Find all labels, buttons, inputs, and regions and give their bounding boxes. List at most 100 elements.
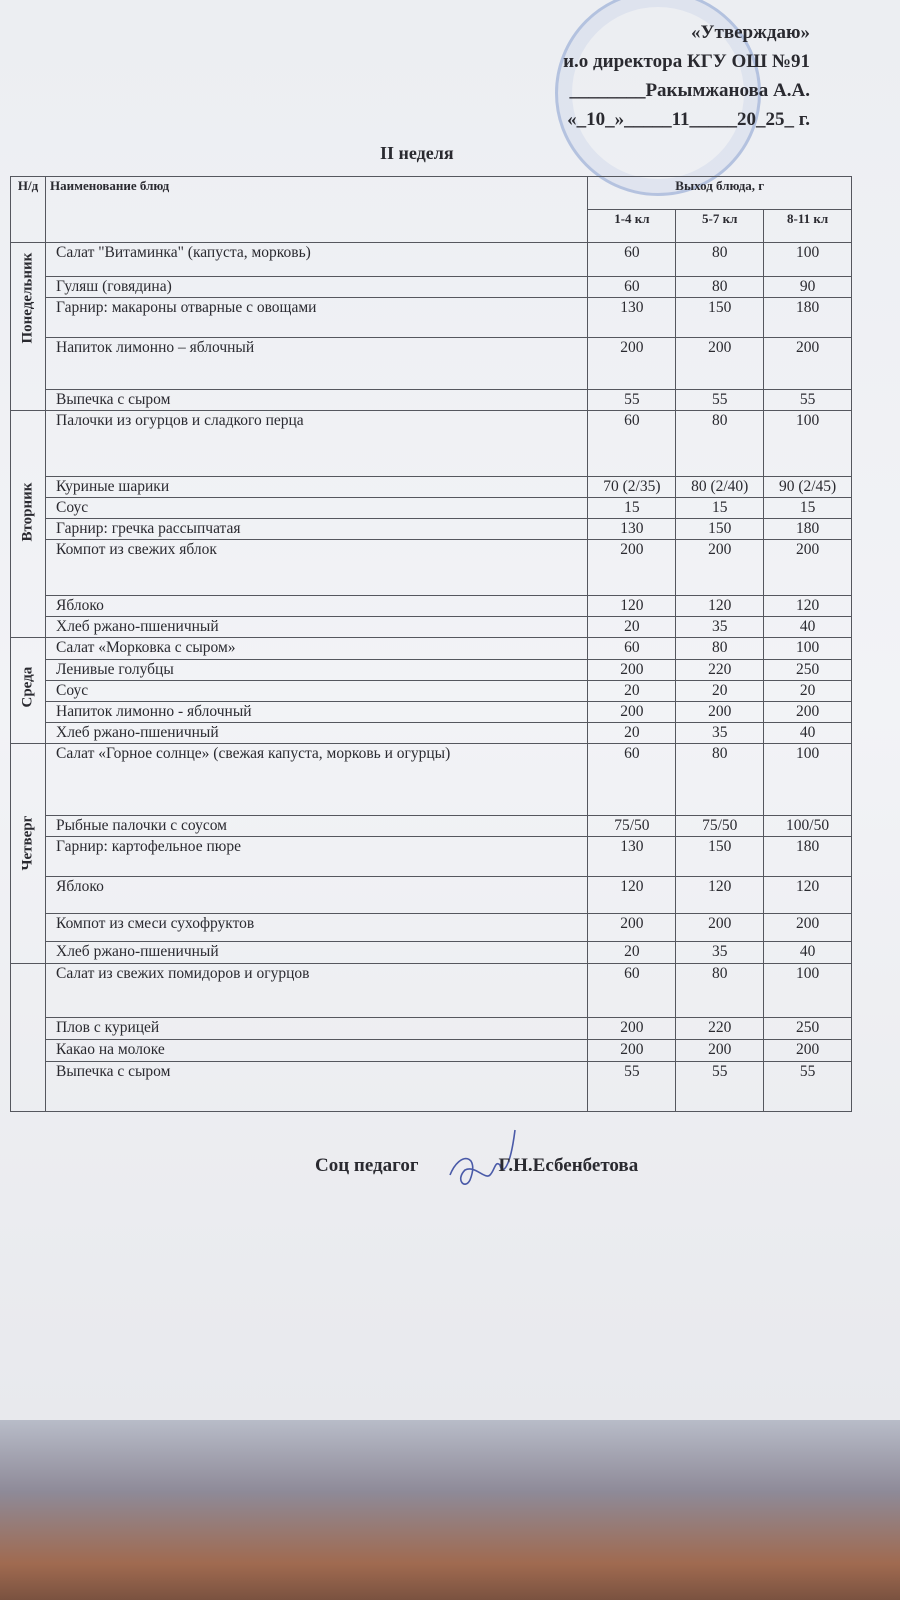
portion-value: 80 <box>675 963 765 1018</box>
table-row: Компот из смеси сухофруктов 200 200 200 <box>11 913 852 942</box>
portion-value: 120 <box>675 876 765 914</box>
document-page: «Утверждаю» и.о директора КГУ ОШ №91 ___… <box>0 0 900 1420</box>
dish-name: Палочки из огурцов и сладкого перца <box>44 410 589 477</box>
day-cell: Четверг <box>10 743 46 964</box>
portion-value: 200 <box>675 913 765 942</box>
approval-date: «_10_»_____11_____20_25_ г. <box>567 109 810 130</box>
portion-value: 130 <box>587 297 677 338</box>
table-row: Напиток лимонно – яблочный 200 200 200 <box>11 337 852 390</box>
portion-value: 130 <box>587 836 677 877</box>
week-title: II неделя <box>380 143 454 163</box>
dish-name: Яблоко <box>44 876 589 914</box>
dish-name: Рыбные палочки с соусом <box>44 815 589 837</box>
table-row: Четверг Салат «Горное солнце» (свежая кап… <box>10 743 852 964</box>
table-row: Рыбные палочки с соусом 75/50 75/50 100/50 <box>11 815 852 837</box>
menu-table: Н/д Наименование блюд Выход блюда, г 1-4… <box>10 176 852 1112</box>
dish-name: Куриные шарики <box>44 476 589 498</box>
day-cell <box>10 963 46 1112</box>
dish-name: Соус <box>44 680 589 702</box>
portion-value: 40 <box>763 941 852 964</box>
dish-name: Напиток лимонно – яблочный <box>44 337 589 390</box>
table-row: Гарнир: макароны отварные с овощами 130 15… <box>11 297 852 338</box>
approve-label: «Утверждаю» <box>691 22 810 43</box>
table-row: Куриные шарики 70 (2/35) 80 (2/40) 90 (2/45… <box>11 476 852 498</box>
portion-value: 200 <box>675 337 765 390</box>
footer-name: Г.Н.Есбенбетова <box>498 1155 639 1176</box>
portion-value: 180 <box>763 518 852 540</box>
portion-value: 200 <box>587 1039 677 1062</box>
dish-name: Хлеб ржано-пшеничный <box>44 722 589 744</box>
table-row: Хлеб ржано-пшеничный 20 35 40 <box>11 941 852 964</box>
approver-position: и.о директора КГУ ОШ №91 <box>563 51 810 72</box>
portion-value: 200 <box>587 1017 677 1040</box>
table-row: Соус 15 15 15 <box>11 497 852 519</box>
dish-name: Напиток лимонно - яблочный <box>44 701 589 723</box>
portion-value: 15 <box>763 497 852 519</box>
table-row: Хлеб ржано-пшеничный 20 35 40 <box>11 616 852 638</box>
dish-name: Салат из свежих помидоров и огурцов <box>44 963 589 1018</box>
table-row: Салат из свежих помидоров и огурцов 60 80 1… <box>10 963 852 1112</box>
dish-name: Плов с курицей <box>44 1017 589 1040</box>
day-cell: Среда <box>10 637 46 744</box>
dish-name: Гарнир: макароны отварные с овощами <box>44 297 589 338</box>
portion-value: 60 <box>587 276 677 298</box>
portion-value: 200 <box>763 337 852 390</box>
grade-header: 1-4 кл <box>587 209 677 243</box>
portion-value: 100 <box>763 637 852 660</box>
day-label: Четверг <box>19 815 36 871</box>
dish-name: Гарнир: гречка рассыпчатая <box>44 518 589 540</box>
portion-value: 55 <box>587 1061 677 1112</box>
dish-name: Выпечка с сыром <box>44 389 589 411</box>
portion-value: 70 (2/35) <box>587 476 677 498</box>
table-row: Вторник Палочки из огурцов и сладкого пер… <box>10 410 852 638</box>
portion-value: 200 <box>587 701 677 723</box>
portion-value: 40 <box>763 616 852 638</box>
dish-name: Соус <box>44 497 589 519</box>
portion-value: 130 <box>587 518 677 540</box>
dish-name: Гуляш (говядина) <box>44 276 589 298</box>
portion-value: 250 <box>763 1017 852 1040</box>
dish-name: Гарнир: картофельное пюре <box>44 836 589 877</box>
grade-header: 5-7 кл <box>675 209 765 243</box>
dish-name: Какао на молоке <box>44 1039 589 1062</box>
portion-value: 150 <box>675 297 765 338</box>
portion-value: 20 <box>763 680 852 702</box>
portion-value: 35 <box>675 941 765 964</box>
portion-value: 80 <box>675 743 765 816</box>
portion-value: 220 <box>675 659 765 681</box>
table-row: Среда Салат «Морковка с сыром» 60 80 100 <box>10 637 852 744</box>
portion-value: 80 (2/40) <box>675 476 765 498</box>
portion-value: 90 <box>763 276 852 298</box>
portion-value: 200 <box>587 913 677 942</box>
portion-value: 15 <box>675 497 765 519</box>
portion-value: 55 <box>587 389 677 411</box>
approval-block: «Утверждаю» и.о директора КГУ ОШ №91 ___… <box>563 18 810 134</box>
table-row: Компот из свежих яблок 200 200 200 <box>11 539 852 596</box>
table-row: Выпечка с сыром 55 55 55 <box>11 1061 852 1112</box>
portion-value: 100/50 <box>763 815 852 837</box>
table-row: Ленивые голубцы 200 220 250 <box>11 659 852 681</box>
portion-value: 75/50 <box>587 815 677 837</box>
portion-value: 55 <box>763 389 852 411</box>
col-output-header: Выход блюда, г <box>587 176 852 210</box>
portion-value: 20 <box>587 722 677 744</box>
table-row: Хлеб ржано-пшеничный 20 35 40 <box>11 722 852 744</box>
portion-value: 150 <box>675 836 765 877</box>
dish-name: Салат "Витаминка" (капуста, морковь) <box>44 242 589 277</box>
portion-value: 120 <box>763 876 852 914</box>
dish-name: Хлеб ржано-пшеничный <box>44 941 589 964</box>
day-label: Понедельник <box>19 252 36 344</box>
day-cell: Понедельник <box>10 242 46 411</box>
portion-value: 60 <box>587 963 677 1018</box>
portion-value: 200 <box>587 337 677 390</box>
desk-background <box>0 1420 900 1600</box>
portion-value: 200 <box>763 701 852 723</box>
portion-value: 200 <box>763 539 852 596</box>
dish-name: Компот из свежих яблок <box>44 539 589 596</box>
table-row: Понедельник Салат "Витаминка" (капуста, м… <box>10 242 852 411</box>
table-row: Плов с курицей 200 220 250 <box>11 1017 852 1040</box>
portion-value: 120 <box>587 876 677 914</box>
table-row: Яблоко 120 120 120 <box>11 595 852 617</box>
footer-role: Соц педагог <box>315 1155 419 1176</box>
table-row: Гуляш (говядина) 60 80 90 <box>11 276 852 298</box>
